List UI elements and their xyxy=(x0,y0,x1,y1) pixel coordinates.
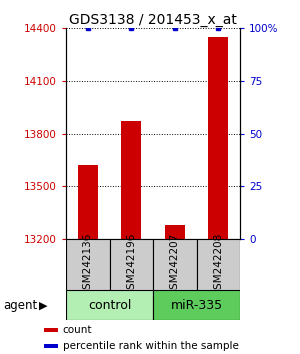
Text: GSM242207: GSM242207 xyxy=(170,233,180,296)
Bar xyxy=(78,165,98,239)
Bar xyxy=(44,344,58,348)
Text: ▶: ▶ xyxy=(39,300,48,310)
Text: control: control xyxy=(88,299,131,312)
Text: GSM242208: GSM242208 xyxy=(213,233,223,296)
Bar xyxy=(153,239,196,290)
Bar xyxy=(122,121,141,239)
Bar xyxy=(153,290,240,320)
Text: percentile rank within the sample: percentile rank within the sample xyxy=(62,341,239,350)
Text: count: count xyxy=(62,325,92,335)
Text: agent: agent xyxy=(3,299,37,312)
Bar xyxy=(165,225,184,239)
Bar xyxy=(44,328,58,332)
Bar xyxy=(66,239,110,290)
Bar xyxy=(110,239,153,290)
Text: GSM242136: GSM242136 xyxy=(83,233,93,296)
Bar xyxy=(208,37,228,239)
Bar xyxy=(66,290,153,320)
Bar xyxy=(196,239,240,290)
Title: GDS3138 / 201453_x_at: GDS3138 / 201453_x_at xyxy=(69,13,237,27)
Text: GSM242196: GSM242196 xyxy=(126,233,136,296)
Text: miR-335: miR-335 xyxy=(170,299,223,312)
